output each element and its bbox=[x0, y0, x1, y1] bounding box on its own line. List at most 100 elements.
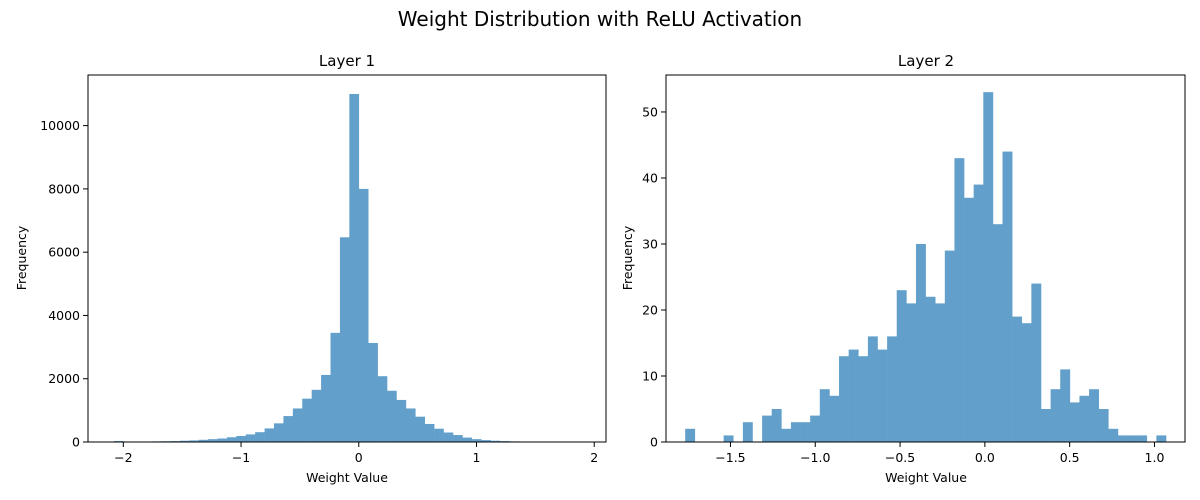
layer1-chart: Layer 1 −2 −1 0 1 2 0 2000 4000 6000 8000 10000 W… bbox=[14, 52, 607, 485]
layer1-axes-frame bbox=[87, 74, 607, 443]
layer1-bar bbox=[236, 435, 247, 442]
layer1-y-tick-label: 6000 bbox=[48, 245, 80, 260]
layer1-bar bbox=[255, 432, 265, 442]
layer2-bar bbox=[1079, 395, 1090, 442]
layer1-x-tick-label: −2 bbox=[114, 450, 132, 465]
layer1-bar bbox=[217, 438, 228, 442]
layer2-title: Layer 2 bbox=[898, 52, 954, 70]
layer1-bar bbox=[198, 439, 209, 442]
layer1-bar bbox=[424, 423, 435, 442]
layer1-x-tick-label: 1 bbox=[473, 450, 481, 465]
layer1-bar bbox=[368, 342, 378, 442]
layer2-bar bbox=[887, 336, 898, 442]
layer1-y-label: Frequency bbox=[14, 225, 29, 290]
layer1-bar bbox=[302, 398, 312, 442]
layer2-bar bbox=[1050, 389, 1061, 442]
layer1-bar bbox=[377, 376, 388, 442]
layer1-bar bbox=[452, 435, 463, 442]
layer2-bar bbox=[742, 422, 753, 442]
layer1-bar bbox=[208, 439, 218, 442]
layer1-bar bbox=[358, 188, 369, 442]
layer1-bar bbox=[311, 389, 322, 442]
layer2-y-tick-label: 50 bbox=[642, 104, 658, 119]
layer1-bar bbox=[245, 434, 256, 442]
layer1-bar bbox=[481, 440, 491, 442]
layer2-bar bbox=[858, 356, 869, 442]
layer2-bar bbox=[1089, 389, 1099, 442]
layer1-y-tick-label: 2000 bbox=[48, 371, 80, 386]
layer1-y-tick-label: 10000 bbox=[40, 118, 80, 133]
layer2-bar bbox=[1098, 409, 1109, 442]
layer1-bar bbox=[274, 423, 284, 442]
layer2-bar bbox=[810, 415, 821, 442]
layer2-bar bbox=[867, 336, 878, 442]
layer2-bars bbox=[685, 92, 1167, 443]
layer2-y-tick-label: 40 bbox=[642, 170, 658, 185]
layer1-bar bbox=[189, 440, 199, 442]
layer1-bar bbox=[434, 428, 444, 442]
layer1-bar bbox=[387, 390, 397, 442]
layer2-bar bbox=[723, 435, 734, 442]
layer2-bar bbox=[1021, 323, 1032, 442]
layer2-x-label: Weight Value bbox=[885, 470, 967, 485]
layer2-x-tick-label: −1.5 bbox=[715, 450, 745, 465]
layer2-bar bbox=[915, 243, 926, 442]
layer2-chart: Layer 2 −1.5 −1.0 −0.5 0.0 0.5 1.0 0 10 20 30 40 5… bbox=[620, 52, 1186, 485]
layer1-bar bbox=[321, 374, 331, 442]
layer2-bar bbox=[839, 356, 849, 442]
layer1-bar bbox=[443, 432, 454, 442]
figure-title: Weight Distribution with ReLU Activation bbox=[398, 7, 802, 31]
layer2-bar bbox=[790, 422, 801, 442]
layer1-bar bbox=[462, 437, 473, 442]
layer2-bar bbox=[1069, 402, 1080, 442]
layer1-bar bbox=[264, 428, 275, 442]
layer2-x-tick-label: 0.5 bbox=[1060, 450, 1080, 465]
layer1-y-tick-label: 4000 bbox=[48, 308, 80, 323]
layer2-x-tick-label: −0.5 bbox=[885, 450, 915, 465]
layer1-bar bbox=[405, 408, 416, 442]
layer2-bar bbox=[771, 409, 782, 442]
layer2-y-tick-label: 10 bbox=[642, 368, 658, 383]
layer2-bar bbox=[781, 428, 792, 442]
layer2-bar bbox=[973, 184, 984, 442]
layer1-x-ticks: −2 −1 0 1 2 bbox=[114, 442, 598, 465]
layer1-bar bbox=[490, 440, 501, 442]
layer1-bar bbox=[339, 237, 350, 442]
layer1-bar bbox=[283, 416, 294, 442]
layer2-y-label: Frequency bbox=[620, 225, 635, 290]
layer1-bars bbox=[113, 93, 586, 442]
layer2-x-tick-label: −1.0 bbox=[800, 450, 830, 465]
layer2-bar bbox=[685, 428, 696, 442]
layer2-bar bbox=[896, 290, 907, 442]
layer2-bar bbox=[1040, 409, 1051, 442]
layer2-x-tick-label: 1.0 bbox=[1145, 450, 1165, 465]
layer2-bar bbox=[1117, 435, 1128, 442]
layer2-bar bbox=[944, 250, 955, 442]
layer1-y-tick-label: 8000 bbox=[48, 181, 80, 196]
layer1-x-tick-label: −1 bbox=[232, 450, 250, 465]
layer1-bar bbox=[396, 399, 407, 442]
layer2-bar bbox=[829, 395, 840, 442]
layer2-bar bbox=[935, 303, 946, 442]
layer1-x-tick-label: 2 bbox=[590, 450, 598, 465]
layer2-y-tick-label: 30 bbox=[642, 236, 658, 251]
layer1-title: Layer 1 bbox=[319, 52, 375, 70]
layer2-bar bbox=[1108, 428, 1119, 442]
layer1-bar bbox=[415, 416, 425, 442]
layer2-bar bbox=[906, 303, 917, 442]
layer2-bar bbox=[1002, 151, 1013, 442]
layer2-bar bbox=[964, 197, 974, 442]
layer2-bar bbox=[954, 158, 965, 443]
layer2-bar bbox=[819, 389, 830, 442]
layer1-x-tick-label: 0 bbox=[355, 450, 363, 465]
layer2-x-ticks: −1.5 −1.0 −0.5 0.0 0.5 1.0 bbox=[715, 442, 1164, 465]
layer1-x-label: Weight Value bbox=[306, 470, 388, 485]
layer2-bar bbox=[983, 92, 994, 442]
layer2-bar bbox=[992, 224, 1003, 442]
layer2-axes-frame bbox=[665, 74, 1186, 443]
layer1-y-tick-label: 0 bbox=[72, 435, 80, 450]
layer2-bar bbox=[1156, 435, 1167, 442]
layer2-y-tick-label: 20 bbox=[642, 302, 658, 317]
layer2-bar bbox=[1060, 369, 1071, 442]
